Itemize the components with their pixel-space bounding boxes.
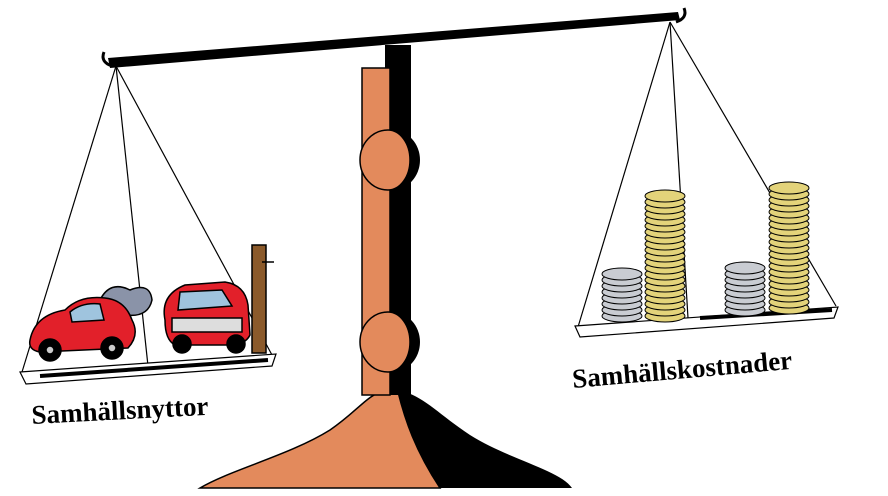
crashed-cars-part [227, 335, 245, 353]
right-label: Samhällskostnader [571, 345, 793, 394]
crashed-cars-part [178, 290, 232, 310]
scale-column [360, 45, 420, 395]
coin-stacks-part [645, 190, 685, 202]
scale-column-part [360, 130, 410, 190]
coin-stacks-part [769, 182, 809, 194]
coin-stacks [602, 182, 809, 322]
crashed-cars-part [46, 346, 54, 354]
scale-column-part [360, 312, 410, 372]
crashed-cars [30, 245, 274, 361]
coin-stacks-part [602, 268, 642, 280]
crashed-cars-part [173, 335, 191, 353]
coin-stacks-part [725, 262, 765, 274]
page: Samhällsnyttor Samhällskostnader (() => … [0, 0, 888, 496]
balance-scale-illustration: Samhällsnyttor Samhällskostnader [0, 0, 888, 496]
left-label: Samhällsnyttor [31, 391, 209, 430]
crashed-cars-part [108, 344, 116, 352]
crashed-cars-part [172, 318, 242, 332]
crashed-cars-part [252, 245, 266, 353]
scale-base [200, 392, 572, 488]
